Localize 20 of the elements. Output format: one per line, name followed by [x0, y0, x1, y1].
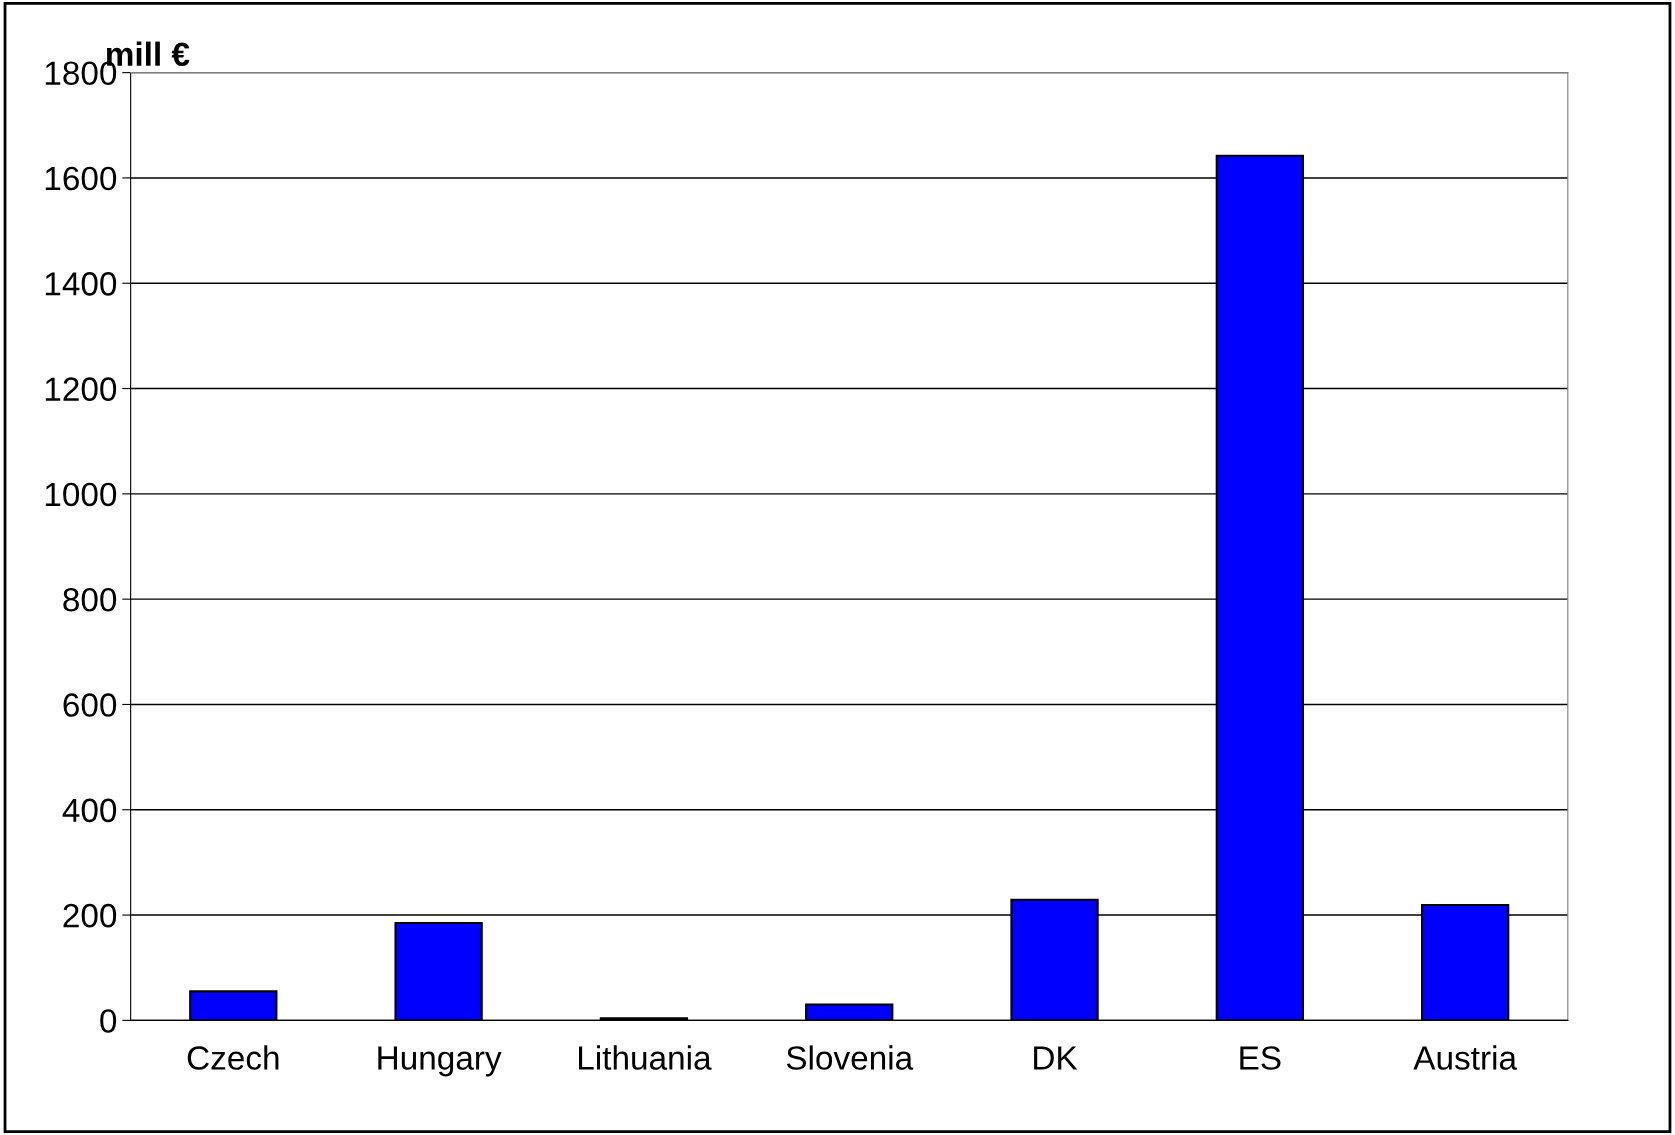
- x-tick-label: Lithuania: [579, 1045, 712, 1070]
- y-tick-label: 400: [62, 798, 117, 823]
- x-tick-label: Hungary: [378, 1046, 502, 1077]
- bar: [189, 990, 278, 1021]
- bar: [394, 921, 483, 1021]
- bar: [599, 1017, 689, 1021]
- x-tick-label: DK: [1034, 1046, 1078, 1070]
- y-tick-label: 1400: [45, 272, 117, 296]
- y-tick-label: 200: [63, 903, 117, 928]
- x-tick-label: Czech: [187, 1045, 279, 1070]
- y-tick-label: 600: [63, 693, 117, 717]
- y-tick-label: 1600: [45, 166, 117, 191]
- y-tick-label: 1200: [45, 377, 117, 401]
- x-tick-label: Slovenia: [786, 1045, 914, 1070]
- y-tick-label: 0: [100, 1009, 117, 1033]
- bar: [805, 1003, 894, 1021]
- y-tick-label: 800: [63, 587, 117, 612]
- y-tick-label: 1000: [45, 482, 117, 507]
- x-tick-label: ES: [1240, 1046, 1281, 1070]
- x-tick-label: Austria: [1413, 1045, 1518, 1070]
